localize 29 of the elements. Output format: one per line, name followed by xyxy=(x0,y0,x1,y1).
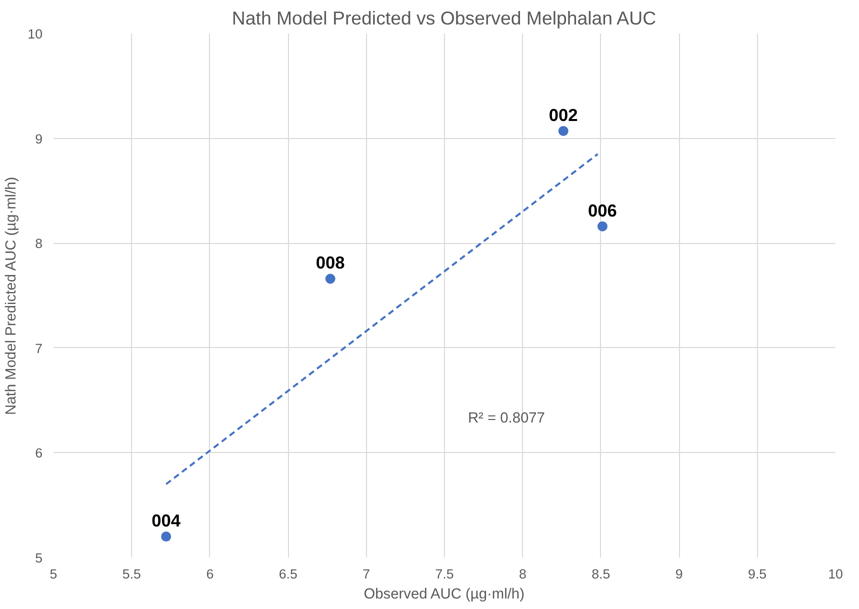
x-tick-label: 9.5 xyxy=(748,566,767,582)
x-tick-label: 10 xyxy=(828,566,843,582)
x-tick-label: 7 xyxy=(362,566,370,582)
y-tick-label: 9 xyxy=(35,131,43,146)
x-tick-label: 7.5 xyxy=(435,566,454,582)
x-tick-label: 6.5 xyxy=(278,566,298,582)
x-axis-title: Observed AUC (µg·ml/h) xyxy=(364,586,524,602)
point xyxy=(558,126,568,136)
y-tick-label: 7 xyxy=(35,340,43,356)
annotation: 004 xyxy=(152,510,181,531)
x-tick-label: 6 xyxy=(206,566,214,582)
point xyxy=(325,274,336,284)
x-tick-label: 9 xyxy=(675,566,683,582)
y-axis-title: Nath Model Predicted AUC (µg·ml/h) xyxy=(4,176,20,415)
y-tick-label: 10 xyxy=(28,26,43,42)
point xyxy=(161,532,172,542)
annotation: 002 xyxy=(548,104,578,125)
point xyxy=(597,221,608,232)
annotation: 006 xyxy=(588,200,618,220)
annotation: R² = 0.8077 xyxy=(468,410,545,426)
x-tick-label: 8 xyxy=(518,566,526,582)
y-tick-label: 5 xyxy=(35,550,43,566)
y-tick-label: 6 xyxy=(35,446,43,461)
x-tick-label: 5.5 xyxy=(122,566,141,582)
y-tick-label: 8 xyxy=(35,236,43,252)
chart-title: Nath Model Predicted vs Observed Melphalan AUC xyxy=(232,8,656,28)
annotation: 008 xyxy=(316,252,346,273)
x-tick-label: 8.5 xyxy=(592,566,610,582)
x-tick-label: 5 xyxy=(50,566,58,582)
